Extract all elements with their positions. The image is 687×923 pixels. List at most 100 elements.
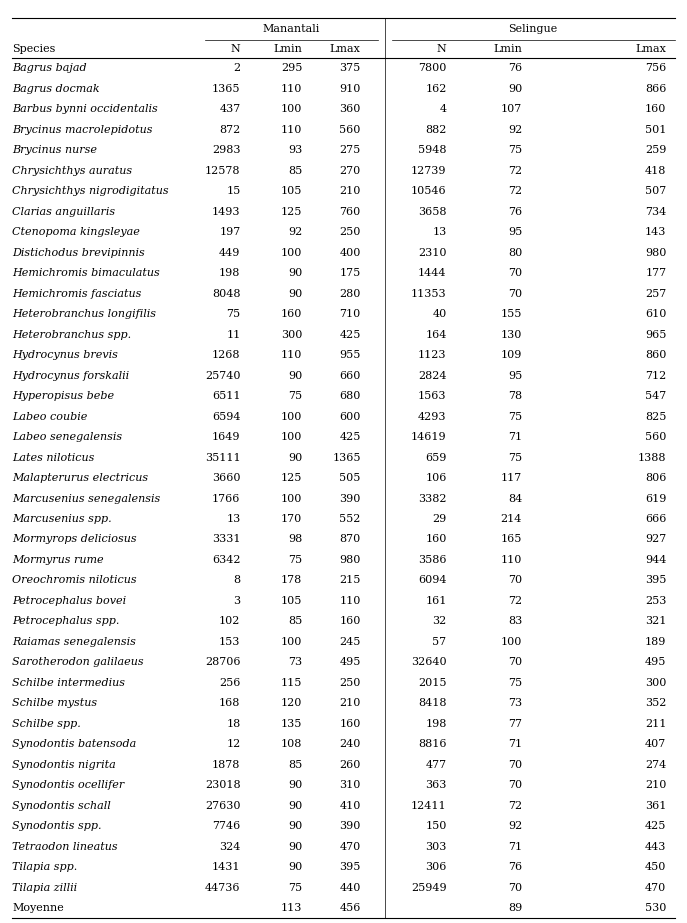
Text: 110: 110 xyxy=(501,555,522,565)
Text: 260: 260 xyxy=(339,760,361,770)
Text: 927: 927 xyxy=(645,534,666,545)
Text: 72: 72 xyxy=(508,166,522,175)
Text: 76: 76 xyxy=(508,862,522,872)
Text: 105: 105 xyxy=(281,186,302,197)
Text: 125: 125 xyxy=(281,473,302,483)
Text: 2: 2 xyxy=(234,64,240,74)
Text: 1563: 1563 xyxy=(418,391,447,402)
Text: 92: 92 xyxy=(508,821,522,832)
Text: 70: 70 xyxy=(508,289,522,299)
Text: 495: 495 xyxy=(645,657,666,667)
Text: 90: 90 xyxy=(288,842,302,852)
Text: 70: 70 xyxy=(508,760,522,770)
Text: 90: 90 xyxy=(288,801,302,810)
Text: 443: 443 xyxy=(645,842,666,852)
Text: 13: 13 xyxy=(432,227,447,237)
Text: Synodontis nigrita: Synodontis nigrita xyxy=(12,760,116,770)
Text: 164: 164 xyxy=(425,330,447,340)
Text: 2310: 2310 xyxy=(418,247,447,258)
Text: 407: 407 xyxy=(645,739,666,749)
Text: 198: 198 xyxy=(219,269,240,278)
Text: 40: 40 xyxy=(432,309,447,319)
Text: 712: 712 xyxy=(645,371,666,380)
Text: 161: 161 xyxy=(425,596,447,605)
Text: 410: 410 xyxy=(339,801,361,810)
Text: 75: 75 xyxy=(508,412,522,422)
Text: 245: 245 xyxy=(339,637,361,647)
Text: 11: 11 xyxy=(226,330,240,340)
Text: 1766: 1766 xyxy=(212,494,240,504)
Text: Oreochromis niloticus: Oreochromis niloticus xyxy=(12,575,137,585)
Text: 825: 825 xyxy=(645,412,666,422)
Text: Bagrus docmak: Bagrus docmak xyxy=(12,84,100,94)
Text: 10546: 10546 xyxy=(411,186,447,197)
Text: 90: 90 xyxy=(288,780,302,790)
Text: N: N xyxy=(231,44,240,54)
Text: 477: 477 xyxy=(425,760,447,770)
Text: 352: 352 xyxy=(645,699,666,708)
Text: 324: 324 xyxy=(219,842,240,852)
Text: Lmin: Lmin xyxy=(273,44,302,54)
Text: 361: 361 xyxy=(645,801,666,810)
Text: 100: 100 xyxy=(281,247,302,258)
Text: Schilbe mystus: Schilbe mystus xyxy=(12,699,98,708)
Text: 501: 501 xyxy=(645,125,666,135)
Text: Malapterurus electricus: Malapterurus electricus xyxy=(12,473,148,483)
Text: 395: 395 xyxy=(645,575,666,585)
Text: 73: 73 xyxy=(508,699,522,708)
Text: 198: 198 xyxy=(425,719,447,729)
Text: Heterobranchus longifilis: Heterobranchus longifilis xyxy=(12,309,157,319)
Text: 107: 107 xyxy=(501,104,522,114)
Text: 70: 70 xyxy=(508,269,522,278)
Text: Mormyrops deliciosus: Mormyrops deliciosus xyxy=(12,534,137,545)
Text: 85: 85 xyxy=(288,760,302,770)
Text: Schilbe spp.: Schilbe spp. xyxy=(12,719,81,729)
Text: 102: 102 xyxy=(219,617,240,627)
Text: 274: 274 xyxy=(645,760,666,770)
Text: 250: 250 xyxy=(339,677,361,688)
Text: 90: 90 xyxy=(288,371,302,380)
Text: Chrysichthys nigrodigitatus: Chrysichthys nigrodigitatus xyxy=(12,186,169,197)
Text: 125: 125 xyxy=(281,207,302,217)
Text: 395: 395 xyxy=(339,862,361,872)
Text: 507: 507 xyxy=(645,186,666,197)
Text: Raiamas senegalensis: Raiamas senegalensis xyxy=(12,637,136,647)
Text: 90: 90 xyxy=(288,289,302,299)
Text: 756: 756 xyxy=(645,64,666,74)
Text: 259: 259 xyxy=(645,145,666,155)
Text: 215: 215 xyxy=(339,575,361,585)
Text: 85: 85 xyxy=(288,166,302,175)
Text: 100: 100 xyxy=(281,432,302,442)
Text: 321: 321 xyxy=(645,617,666,627)
Text: 3658: 3658 xyxy=(418,207,447,217)
Text: 14619: 14619 xyxy=(411,432,447,442)
Text: 15: 15 xyxy=(226,186,240,197)
Text: 160: 160 xyxy=(339,719,361,729)
Text: Manantali: Manantali xyxy=(262,24,320,34)
Text: Barbus bynni occidentalis: Barbus bynni occidentalis xyxy=(12,104,158,114)
Text: 8816: 8816 xyxy=(418,739,447,749)
Text: 160: 160 xyxy=(645,104,666,114)
Text: 425: 425 xyxy=(645,821,666,832)
Text: 113: 113 xyxy=(281,903,302,913)
Text: 619: 619 xyxy=(645,494,666,504)
Text: 806: 806 xyxy=(645,473,666,483)
Text: 6511: 6511 xyxy=(212,391,240,402)
Text: 75: 75 xyxy=(226,309,240,319)
Text: 90: 90 xyxy=(508,84,522,94)
Text: 6342: 6342 xyxy=(212,555,240,565)
Text: 90: 90 xyxy=(288,821,302,832)
Text: 28706: 28706 xyxy=(205,657,240,667)
Text: 955: 955 xyxy=(339,350,361,360)
Text: 1649: 1649 xyxy=(212,432,240,442)
Text: Labeo senegalensis: Labeo senegalensis xyxy=(12,432,122,442)
Text: 3660: 3660 xyxy=(212,473,240,483)
Text: 3331: 3331 xyxy=(212,534,240,545)
Text: 7800: 7800 xyxy=(418,64,447,74)
Text: 155: 155 xyxy=(501,309,522,319)
Text: 150: 150 xyxy=(425,821,447,832)
Text: Synodontis ocellifer: Synodontis ocellifer xyxy=(12,780,124,790)
Text: 83: 83 xyxy=(508,617,522,627)
Text: 760: 760 xyxy=(339,207,361,217)
Text: 1878: 1878 xyxy=(212,760,240,770)
